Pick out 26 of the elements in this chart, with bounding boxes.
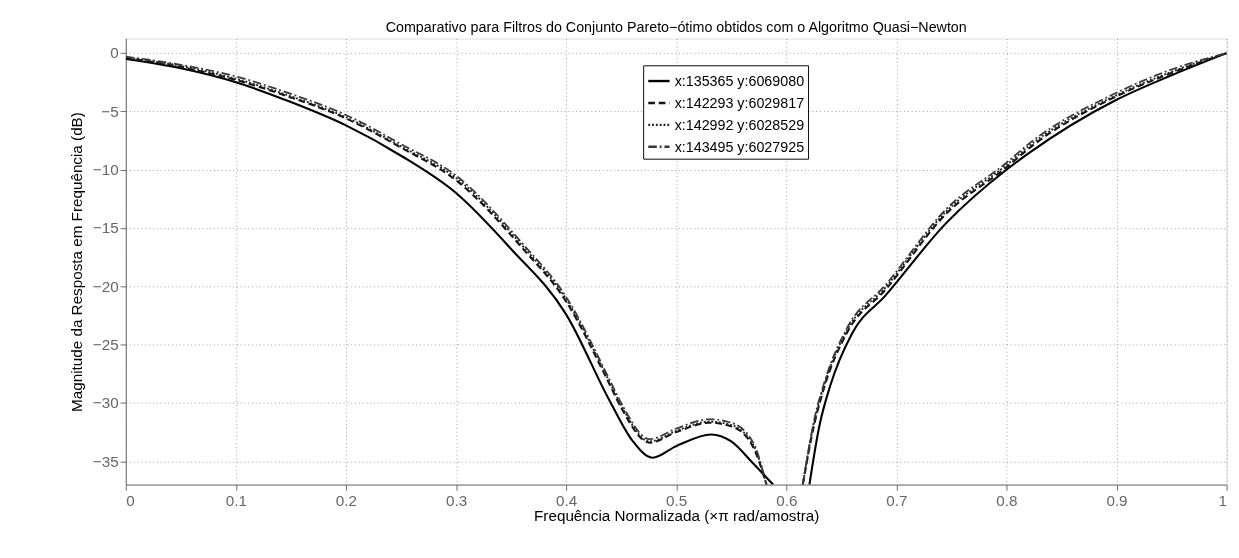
- y-tick-label: −15: [92, 219, 119, 237]
- x-axis-title: Frequência Normalizada (×π rad/amostra): [534, 507, 820, 525]
- x-tick-label: 0.4: [556, 492, 578, 510]
- legend-label: x:142293 y:6029817: [674, 94, 805, 111]
- x-tick-label: 0: [126, 492, 135, 510]
- x-tick-label: 0.7: [886, 492, 908, 510]
- y-tick-label: −25: [92, 335, 119, 353]
- chart-title: Comparativo para Filtros do Conjunto Pareto−ótimo obtidos com o Algoritmo Quasi−Newton: [385, 18, 967, 35]
- x-tick-label: 0.8: [996, 492, 1018, 510]
- x-tick-label: 1: [1218, 492, 1228, 510]
- x-tick-label: 0.3: [445, 492, 468, 510]
- y-tick-label: 0: [110, 44, 119, 62]
- y-axis-title: Magnitude da Resposta em Frequência (dB): [68, 112, 86, 412]
- legend-label: x:142992 y:6028529: [674, 116, 805, 133]
- y-tick-label: −35: [92, 452, 119, 470]
- x-tick-label: 0.1: [225, 492, 247, 510]
- y-tick-label: −10: [92, 160, 119, 178]
- legend-label: x:143495 y:6027925: [674, 138, 805, 155]
- x-tick-label: 0.5: [666, 492, 688, 510]
- y-tick-label: −5: [101, 102, 119, 120]
- y-tick-label: −20: [92, 277, 119, 295]
- y-tick-label: −30: [92, 394, 119, 412]
- x-tick-label: 0.2: [335, 492, 358, 510]
- legend-label: x:135365 y:6069080: [674, 72, 805, 89]
- x-tick-label: 0.6: [776, 492, 798, 510]
- x-tick-label: 0.9: [1106, 492, 1128, 510]
